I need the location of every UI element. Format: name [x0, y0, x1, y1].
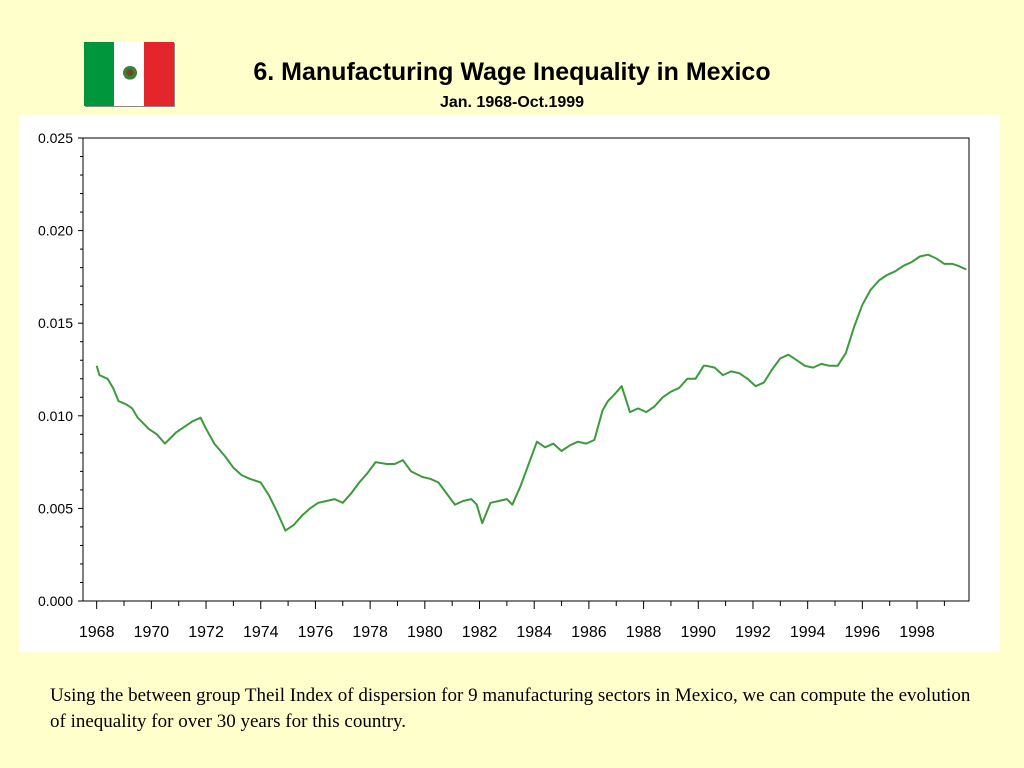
x-tick-label: 1978 [352, 624, 388, 641]
y-tick-label: 0.025 [38, 130, 73, 146]
caption-text: Using the between group Theil Index of d… [50, 685, 971, 732]
y-tick-label: 0.015 [38, 315, 73, 331]
x-tick-label: 1976 [298, 624, 334, 641]
series-line [95, 253, 967, 532]
y-tick-label: 0.000 [38, 593, 73, 609]
page-subtitle: Jan. 1968-Oct.1999 [439, 94, 585, 111]
x-tick-label: 1984 [516, 624, 552, 641]
x-tick-label: 1982 [462, 624, 498, 641]
x-tick-label: 1974 [243, 624, 279, 641]
x-tick-label: 1986 [571, 624, 607, 641]
chart-panel: 0.000 0.005 0.010 0.015 0.020 0.025 1968 1970 19… [19, 115, 1000, 652]
flag-green-band [84, 42, 114, 106]
line-chart: 0.000 0.005 0.010 0.015 0.020 0.025 1968 1970 19… [38, 130, 970, 641]
x-tick-label: 1988 [626, 624, 662, 641]
x-tick-label: 1980 [407, 624, 443, 641]
x-tick-label: 1970 [134, 624, 170, 641]
x-tick-label: 1994 [790, 624, 826, 641]
y-tick-label: 0.020 [38, 223, 73, 239]
x-tick-label: 1992 [735, 624, 771, 641]
x-tick-label: 1972 [188, 624, 224, 641]
flag-red-band [144, 42, 174, 106]
y-tick-label: 0.005 [38, 500, 73, 516]
page-title: 6. Manufacturing Wage Inequality in Mexi… [253, 58, 771, 86]
x-tick-label: 1990 [680, 624, 716, 641]
coat-of-arms-icon [122, 66, 138, 81]
x-tick-label: 1968 [79, 624, 115, 641]
x-tick-label: 1998 [899, 624, 935, 641]
y-tick-label: 0.010 [38, 408, 73, 424]
x-tick-label: 1996 [845, 624, 881, 641]
mexico-flag [84, 42, 174, 106]
plot-area-frame [82, 137, 970, 602]
